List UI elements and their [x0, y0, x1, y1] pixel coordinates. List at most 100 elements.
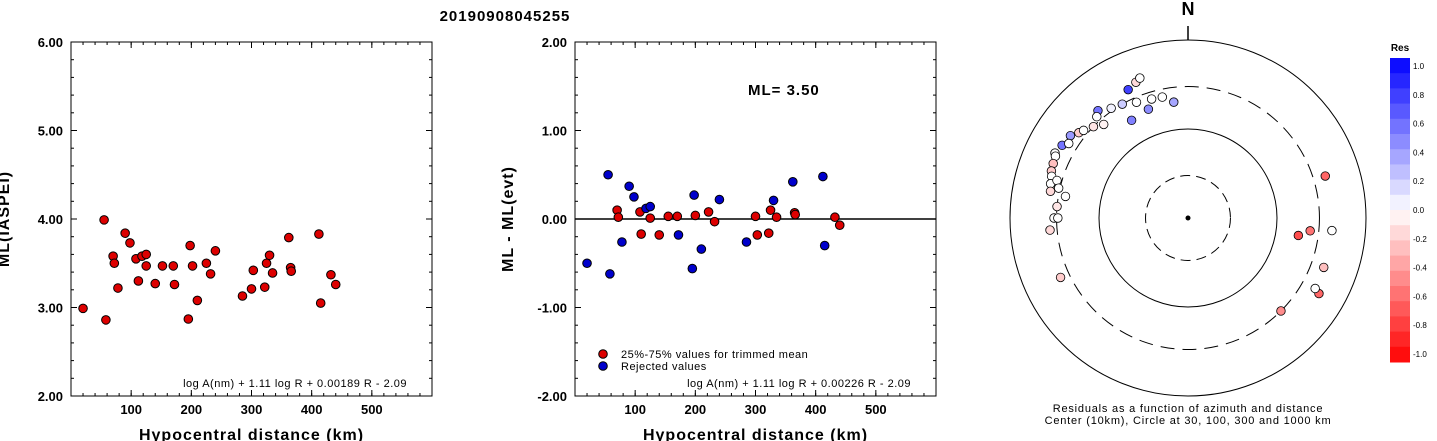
colorbar-label: -0.6 — [1413, 292, 1427, 301]
figure-title: 20190908045255 — [439, 8, 571, 25]
y-tick-label: 3.00 — [38, 301, 63, 316]
range-circle-100km — [1098, 128, 1278, 308]
station-residual-marker — [1143, 104, 1154, 114]
station-residual-marker — [1135, 73, 1145, 83]
range-circle-300km — [1056, 86, 1320, 350]
legend-marker — [598, 349, 608, 359]
colorbar-swatch — [1390, 316, 1410, 333]
colorbar-label: 0.8 — [1413, 91, 1425, 100]
data-point — [259, 282, 270, 292]
x-axis-label: Hypocentral distance (km) — [643, 427, 868, 441]
data-point — [636, 229, 646, 239]
data-point — [629, 192, 639, 202]
data-point — [741, 237, 752, 247]
colorbar-swatch — [1390, 134, 1410, 150]
data-point — [763, 228, 774, 238]
y-tick-label: 2.00 — [38, 389, 63, 404]
colorbar-swatch — [1390, 346, 1410, 363]
data-point — [672, 211, 683, 222]
data-point — [834, 220, 845, 230]
station-residual-marker — [1320, 171, 1330, 181]
data-point — [183, 314, 194, 324]
data-point — [603, 169, 613, 180]
colorbar-label: -0.2 — [1413, 235, 1427, 244]
y-tick-label: 4.00 — [38, 212, 63, 227]
range-circle-30km — [1145, 175, 1231, 261]
epicenter-marker — [1185, 215, 1191, 221]
data-point — [168, 261, 179, 271]
x-tick-label: 100 — [624, 402, 646, 417]
colorbar-swatch — [1390, 270, 1410, 287]
colorbar-swatch — [1390, 103, 1410, 120]
data-point — [315, 298, 326, 308]
colorbar-swatch — [1390, 73, 1410, 89]
data-point — [187, 261, 198, 271]
x-tick-label: 500 — [865, 402, 887, 417]
x-tick-label: 300 — [745, 402, 767, 417]
data-point — [714, 194, 725, 205]
colorbar-label: 0.4 — [1413, 148, 1425, 157]
x-tick-label: 500 — [361, 402, 383, 417]
colorbar-label: -0.8 — [1413, 321, 1427, 330]
colorbar-swatch — [1390, 149, 1410, 165]
colorbar-swatch — [1390, 301, 1410, 317]
data-point — [582, 258, 592, 269]
polar-caption-line2: Center (10km), Circle at 30, 100, 300 an… — [1045, 415, 1332, 427]
data-point — [788, 177, 798, 187]
data-point — [267, 268, 278, 278]
station-residual-marker — [1045, 186, 1056, 196]
data-point — [752, 230, 763, 240]
data-point — [237, 291, 248, 301]
data-point — [605, 269, 615, 279]
station-residual-marker — [1055, 272, 1066, 283]
data-point — [750, 211, 761, 222]
data-point — [330, 279, 341, 290]
data-point — [125, 238, 135, 248]
data-point — [689, 190, 699, 200]
magnitude-formula: log A(nm) + 1.11 log R + 0.00226 R - 2.0… — [687, 378, 911, 390]
y-tick-label: 2.00 — [542, 35, 567, 50]
y-tick-label: 5.00 — [38, 124, 63, 139]
data-point — [765, 205, 776, 215]
data-point — [120, 228, 130, 238]
colorbar-swatch — [1390, 88, 1410, 105]
colorbar-label: 0.2 — [1413, 177, 1425, 186]
data-point — [99, 215, 109, 225]
colorbar-swatch — [1390, 58, 1410, 74]
data-point — [696, 244, 707, 254]
station-residual-marker — [1293, 230, 1304, 241]
station-residual-marker — [1319, 262, 1329, 273]
data-point — [613, 212, 624, 223]
data-point — [790, 209, 801, 220]
residual-vs-distance-panel: -2.00 -1.00 0.00 1.00 2.00 100 200 300 400 500 Hyp… — [500, 35, 937, 441]
colorbar-swatch — [1390, 225, 1410, 241]
colorbar-label: -1.0 — [1413, 350, 1427, 359]
y-tick-label: 0.00 — [542, 212, 567, 227]
data-point — [830, 212, 840, 223]
data-point — [169, 279, 180, 290]
data-point — [703, 207, 714, 217]
station-residual-marker — [1065, 130, 1076, 141]
data-point — [617, 237, 627, 247]
data-point — [185, 240, 195, 251]
station-residual-marker — [1052, 175, 1062, 186]
station-residual-marker — [1146, 94, 1157, 104]
x-tick-label: 400 — [805, 402, 827, 417]
colorbar-swatch — [1390, 240, 1410, 257]
station-residual-marker — [1131, 97, 1142, 107]
legend-label: Rejected values — [621, 361, 707, 373]
y-tick-label: 1.00 — [542, 124, 567, 139]
data-point — [205, 269, 216, 279]
plot-frame — [70, 41, 433, 397]
station-residual-marker — [1169, 97, 1179, 107]
data-point — [141, 261, 152, 271]
station-residual-marker — [1276, 306, 1286, 316]
x-tick-label: 200 — [180, 402, 202, 417]
station-residual-marker — [1064, 138, 1074, 149]
data-point — [645, 213, 656, 223]
data-point — [286, 266, 297, 277]
station-residual-marker — [1117, 99, 1127, 109]
station-residual-marker — [1060, 191, 1071, 202]
